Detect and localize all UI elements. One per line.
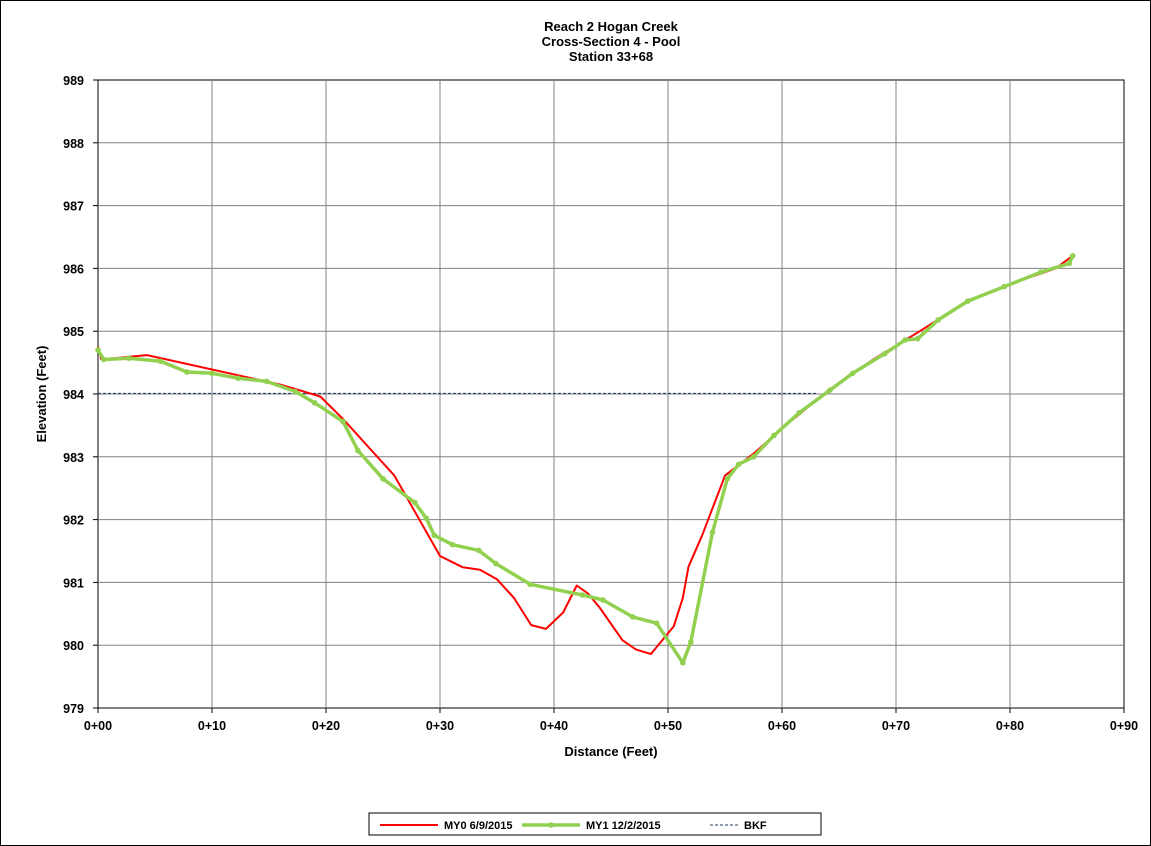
series-my1-12-2-2015-point: [724, 476, 731, 482]
legend-my1-12-2-2015-marker: [548, 822, 554, 828]
chart-title-line-2: Station 33+68: [569, 49, 653, 64]
x-tick-label: 0+40: [540, 719, 568, 733]
series-my1-12-2-2015-point: [1069, 253, 1076, 259]
legend-my1-12-2-2015-label: MY1 12/2/2015: [586, 820, 661, 832]
series-my1-12-2-2015-point: [412, 499, 418, 506]
series-my1-12-2-2015-point: [709, 529, 716, 535]
x-axis-title: Distance (Feet): [564, 744, 657, 759]
series-my1-12-2-2015-point: [688, 639, 694, 645]
y-tick-label: 989: [63, 74, 84, 88]
legend-box: [368, 812, 822, 836]
x-tick-label: 0+20: [312, 719, 340, 733]
series-my1-12-2-2015-point: [235, 375, 241, 382]
series-my1-12-2-2015-point: [965, 298, 971, 304]
series-my1-12-2-2015-point: [311, 400, 318, 406]
series-my1-12-2-2015-point: [902, 337, 908, 343]
series-my1-12-2-2015-point: [750, 454, 757, 460]
series-my1-12-2-2015-point: [1001, 283, 1008, 290]
series-my1-12-2-2015-point: [935, 317, 941, 323]
y-tick-label: 985: [63, 325, 84, 339]
series-my1-12-2-2015-point: [423, 515, 430, 522]
y-tick-label: 983: [63, 451, 84, 465]
series-my1-12-2-2015-point: [292, 388, 299, 395]
y-tick-label: 988: [63, 137, 84, 151]
series-my1-12-2-2015-point: [796, 410, 802, 416]
series-my1-12-2-2015-point: [629, 614, 636, 620]
y-tick-label: 980: [63, 639, 84, 653]
series-my1-12-2-2015-point: [653, 620, 660, 626]
y-axis-title: Elevation (Feet): [34, 346, 49, 443]
series-my1-12-2-2015-point: [355, 447, 361, 454]
series-my1-12-2-2015-point: [1038, 269, 1044, 276]
y-tick-label: 986: [63, 262, 84, 276]
series-my1-12-2-2015-point: [600, 597, 606, 603]
series-my1-12-2-2015-point: [263, 378, 270, 385]
series-my1-12-2-2015-point: [827, 387, 833, 394]
series-my1-12-2-2015-point: [1066, 260, 1073, 267]
series-my1-12-2-2015-point: [380, 476, 386, 482]
y-tick-label: 984: [63, 388, 84, 402]
series-my1-12-2-2015-point: [95, 347, 101, 353]
series-my1-12-2-2015-point: [209, 370, 215, 377]
x-tick-label: 0+10: [198, 719, 226, 733]
y-tick-label: 987: [63, 200, 84, 214]
y-tick-label: 979: [63, 702, 84, 716]
series-my1-12-2-2015-point: [431, 532, 438, 539]
x-tick-label: 0+90: [1110, 719, 1138, 733]
series-my1-12-2-2015-point: [680, 660, 686, 666]
series-my1-12-2-2015-point: [914, 335, 921, 342]
series-my1-12-2-2015-point: [476, 547, 482, 554]
chart-title-line-1: Cross-Section 4 - Pool: [542, 34, 681, 49]
series-my1-12-2-2015-point: [100, 356, 107, 363]
series-my1-12-2-2015-point: [449, 541, 456, 548]
series-my1-12-2-2015-point: [849, 370, 856, 377]
series-my1-12-2-2015-point: [340, 418, 346, 425]
series-my1-12-2-2015-point: [771, 432, 777, 439]
x-tick-label: 0+80: [996, 719, 1024, 733]
x-tick-label: 0+30: [426, 719, 454, 733]
series-my1-12-2-2015-line: [96, 255, 1075, 665]
series-my1-12-2-2015-point: [527, 581, 533, 588]
x-tick-label: 0+70: [882, 719, 910, 733]
y-tick-label: 981: [63, 576, 84, 590]
x-tick-label: 0+00: [84, 719, 112, 733]
series-my1-12-2-2015-point: [184, 369, 190, 375]
chart-title-line-0: Reach 2 Hogan Creek: [544, 19, 678, 34]
series-my1-12-2-2015-point: [579, 592, 586, 598]
series-my1-12-2-2015-point: [126, 355, 132, 362]
series-my1-12-2-2015-point: [881, 351, 888, 357]
series-my1-12-2-2015-point: [493, 560, 499, 567]
x-tick-label: 0+60: [768, 719, 796, 733]
series-my1-12-2-2015-point: [157, 358, 164, 365]
x-tick-label: 0+50: [654, 719, 682, 733]
y-tick-label: 982: [63, 514, 84, 528]
legend-bkf-label: BKF: [744, 820, 767, 832]
legend-my0-6-9-2015-label: MY0 6/9/2015: [444, 820, 513, 832]
series-my1-12-2-2015-point: [735, 461, 742, 468]
